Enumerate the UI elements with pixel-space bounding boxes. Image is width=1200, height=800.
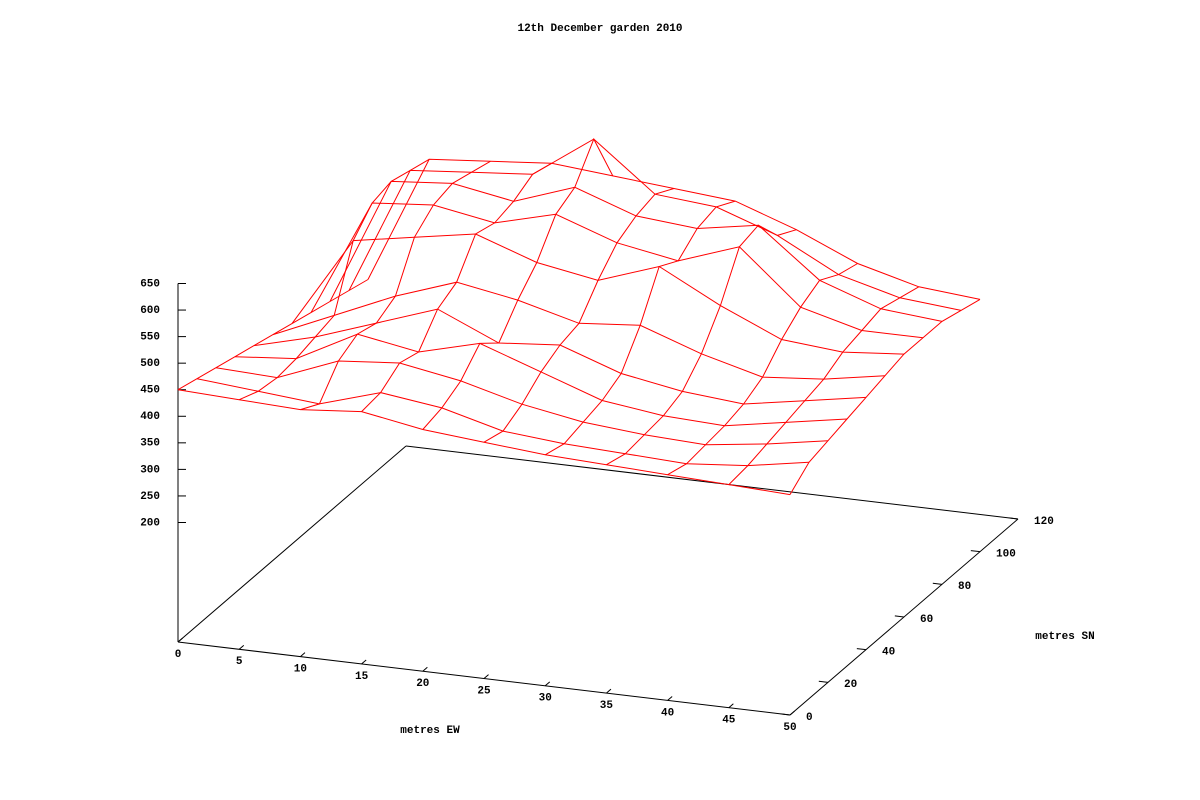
z-tick-label: 300 <box>140 464 160 476</box>
y-tick-label: 120 <box>1034 516 1054 528</box>
surface-row <box>196 378 810 467</box>
x-tick-label: 40 <box>661 707 674 719</box>
y-tick-label: 0 <box>806 712 813 724</box>
surface-column <box>606 224 797 466</box>
x-tick <box>300 652 306 657</box>
surface-column <box>667 263 858 476</box>
surface-row <box>348 138 962 311</box>
y-tick <box>780 713 791 716</box>
z-tick-label: 450 <box>140 385 160 397</box>
surface-row <box>329 180 943 322</box>
surface-column <box>238 158 430 401</box>
z-tick-label: 350 <box>140 438 160 450</box>
y-tick-label: 40 <box>882 647 895 659</box>
x-tick <box>789 710 795 716</box>
surface-row <box>253 308 867 405</box>
z-tick-label: 650 <box>140 278 160 290</box>
surface-column <box>177 279 369 391</box>
z-tick-label: 400 <box>140 411 160 423</box>
x-tick-label: 30 <box>539 693 552 705</box>
surface-column <box>422 137 614 430</box>
surface-column <box>300 160 491 411</box>
surface-column <box>361 162 552 412</box>
x-tick-label: 5 <box>236 656 243 668</box>
x-tick <box>606 688 612 694</box>
chart-title: 12th December garden 2010 <box>517 23 682 35</box>
surface-row <box>272 281 886 380</box>
x-tick-label: 15 <box>355 671 369 683</box>
x-tick-label: 0 <box>175 649 182 661</box>
surface-row <box>234 333 848 427</box>
surface-column <box>789 298 981 495</box>
y-tick <box>1008 517 1019 520</box>
x-tick-label: 25 <box>477 685 491 697</box>
y-tick <box>932 582 943 585</box>
x-tick <box>177 637 183 643</box>
x-tick-label: 45 <box>722 715 736 727</box>
x-tick <box>544 681 551 687</box>
y-axis-label: metres SN <box>1035 631 1094 643</box>
y-tick-label: 20 <box>844 679 857 691</box>
y-tick <box>856 648 867 651</box>
surface-row <box>367 158 981 300</box>
y-tick-label: 100 <box>996 549 1016 561</box>
x-tick <box>483 674 489 679</box>
x-tick <box>728 703 734 709</box>
z-tick-label: 250 <box>140 491 160 503</box>
y-tick-label: 80 <box>958 581 971 593</box>
x-tick <box>422 666 428 672</box>
x-tick <box>667 696 673 701</box>
left-edge <box>177 445 407 643</box>
surface-column <box>483 188 675 443</box>
y-tick <box>818 680 829 683</box>
x-tick-label: 20 <box>416 678 429 690</box>
y-tick-label: 60 <box>920 614 933 626</box>
back-edge <box>405 445 1019 520</box>
surface-column <box>728 286 920 485</box>
x-axis-label: metres EW <box>400 725 460 737</box>
x-tick-label: 35 <box>600 700 614 712</box>
x-tick <box>361 659 367 665</box>
z-tick-label: 200 <box>140 517 160 529</box>
x-tick-label: 50 <box>783 722 796 734</box>
z-tick-label: 550 <box>140 332 160 344</box>
z-tick-label: 500 <box>140 358 160 370</box>
x-tick <box>238 645 245 650</box>
surface-row <box>291 233 905 355</box>
y-tick <box>894 615 905 618</box>
z-tick-label: 600 <box>140 305 160 317</box>
y-tick <box>970 550 981 553</box>
x-tick-label: 10 <box>294 664 307 676</box>
surface-column <box>544 200 736 456</box>
